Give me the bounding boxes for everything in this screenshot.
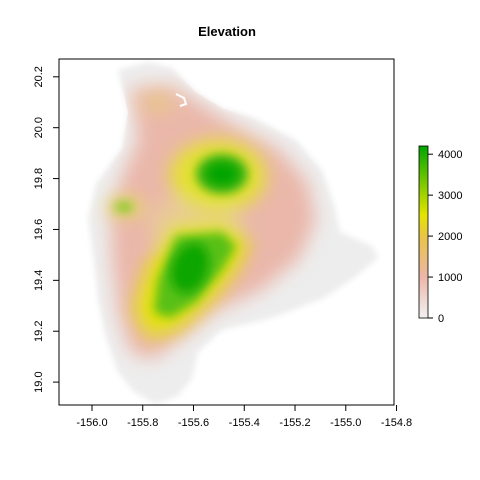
legend: 0 1000 2000 3000 4000 [418,145,462,325]
mauna-kea-summit [206,163,238,185]
x-tick-label: -155.4 [229,417,260,429]
x-tick-label: -155.0 [330,417,361,429]
legend-tick-label: 2000 [438,231,462,243]
mauna-loa-summit [170,242,210,294]
y-tick-label: 19.4 [33,270,45,291]
x-tick-label: -155.2 [279,417,310,429]
x-tick-label: -156.0 [76,417,107,429]
plot-frame [58,58,395,406]
y-tick-label: 19.2 [33,321,45,342]
hualalai-green [115,202,133,212]
y-tick-label: 19.6 [33,219,45,240]
legend-tick-label: 1000 [438,272,462,284]
y-tick-label: 20.0 [33,117,45,138]
legend-tick-label: 4000 [438,149,462,161]
y-tick-label: 20.2 [33,66,45,87]
y-tick-label: 19.0 [33,371,45,392]
plot-axes: -156.0 -155.8 -155.6 -155.4 -155.2 -155.0 -154… [33,58,412,429]
x-tick-label: -154.8 [381,417,412,429]
legend-tick-label: 3000 [438,190,462,202]
elevation-raster [88,62,378,404]
x-tick-label: -155.8 [127,417,158,429]
coastline-inlet [175,93,188,107]
x-tick-label: -155.6 [178,417,209,429]
legend-colorbar [418,145,429,319]
chart-title: Elevation [198,24,256,39]
kohala-yellow [146,97,170,109]
y-tick-label: 19.8 [33,168,45,189]
legend-tick-label: 0 [438,313,444,325]
